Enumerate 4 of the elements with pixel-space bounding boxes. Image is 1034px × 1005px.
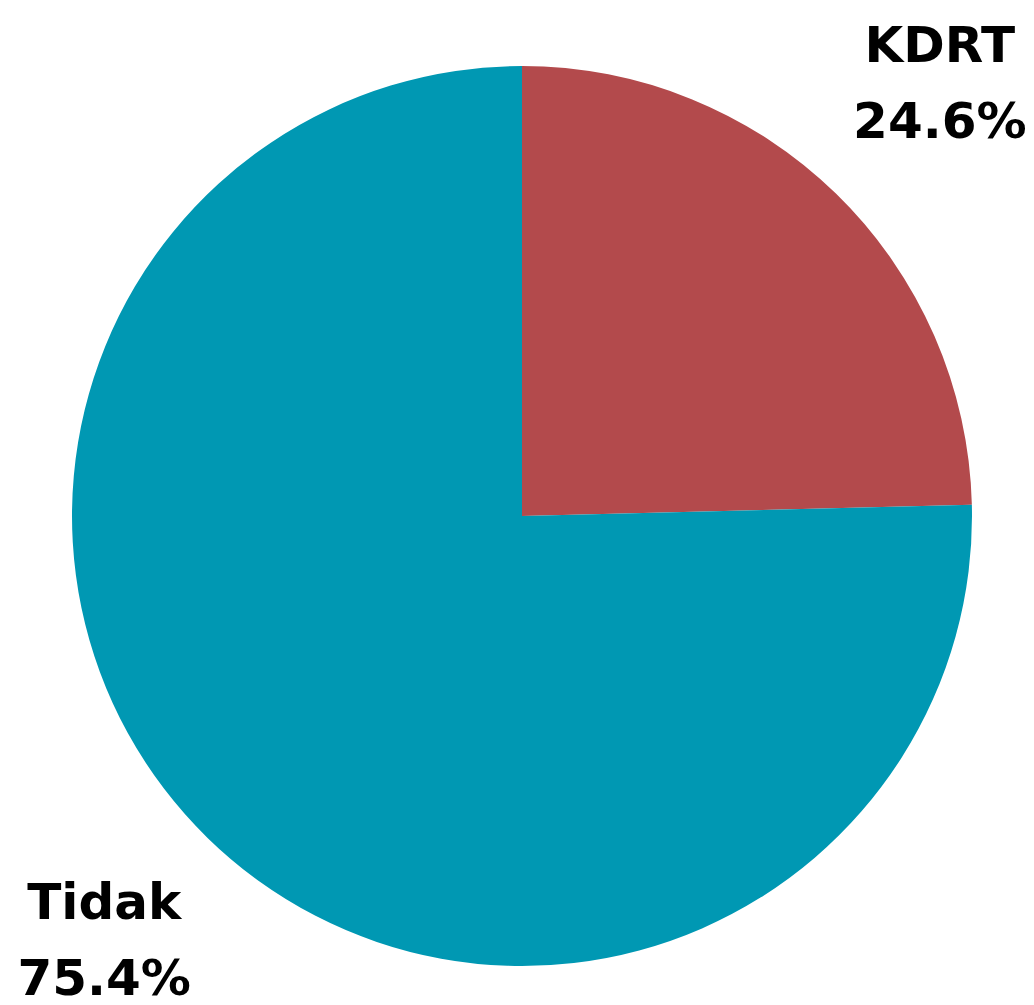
slice-label: KDRT <box>864 16 1016 75</box>
data-label: 24.6% <box>853 92 1027 151</box>
slice-label: Tidak <box>27 873 183 932</box>
data-label: 75.4% <box>17 949 191 1005</box>
